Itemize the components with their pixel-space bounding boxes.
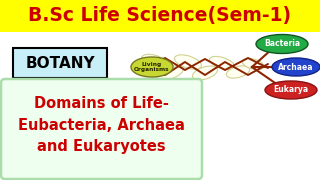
Text: B.Sc Life Science(Sem-1): B.Sc Life Science(Sem-1) xyxy=(28,6,292,26)
Text: Archaea: Archaea xyxy=(278,62,314,71)
Ellipse shape xyxy=(242,58,264,70)
FancyBboxPatch shape xyxy=(0,0,320,32)
Ellipse shape xyxy=(272,58,320,76)
Text: Eubacteria, Archaea: Eubacteria, Archaea xyxy=(18,118,184,132)
Ellipse shape xyxy=(157,66,183,80)
Text: Living
Organisms: Living Organisms xyxy=(134,62,170,72)
Ellipse shape xyxy=(142,54,168,70)
FancyBboxPatch shape xyxy=(13,48,107,78)
Ellipse shape xyxy=(210,56,235,70)
FancyBboxPatch shape xyxy=(1,79,202,179)
Text: Eukarya: Eukarya xyxy=(273,86,308,94)
Ellipse shape xyxy=(256,35,308,53)
Text: BOTANY: BOTANY xyxy=(25,55,95,71)
Ellipse shape xyxy=(226,66,250,78)
Text: Domains of Life-: Domains of Life- xyxy=(34,96,168,111)
Ellipse shape xyxy=(265,81,317,99)
Ellipse shape xyxy=(193,66,218,80)
Text: Bacteria: Bacteria xyxy=(264,39,300,48)
Ellipse shape xyxy=(174,55,202,69)
Text: and Eukaryotes: and Eukaryotes xyxy=(37,140,165,154)
Ellipse shape xyxy=(131,57,173,77)
